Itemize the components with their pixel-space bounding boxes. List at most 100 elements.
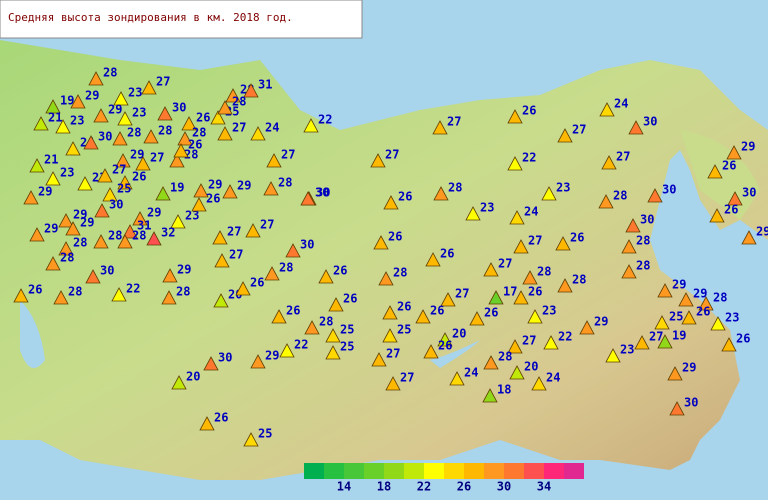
station-marker <box>465 206 481 221</box>
station-marker <box>449 371 465 386</box>
station-label: 27 <box>616 150 630 164</box>
station-label: 27 <box>385 148 399 162</box>
station-label: 20 <box>452 327 466 341</box>
station-label: 26 <box>397 300 411 314</box>
station-label: 20 <box>524 360 538 374</box>
station-label: 28 <box>158 124 172 138</box>
baikal <box>430 340 480 368</box>
station-label: 23 <box>70 114 84 128</box>
legend-tick-label: 14 <box>337 480 351 494</box>
station-label: 29 <box>147 206 161 220</box>
station-marker <box>210 110 226 125</box>
station-marker <box>161 290 177 305</box>
station-marker <box>727 191 743 206</box>
station-marker <box>143 129 159 144</box>
station-label: 21 <box>44 153 58 167</box>
land <box>0 40 768 480</box>
station-label: 19 <box>672 329 686 343</box>
legend-swatch <box>484 463 504 479</box>
station-marker <box>557 278 573 293</box>
station-marker <box>117 175 133 190</box>
station-marker <box>557 128 573 143</box>
station-label: 29 <box>237 179 251 193</box>
station-marker <box>55 119 71 134</box>
station-marker <box>741 230 757 245</box>
station-label: 22 <box>294 338 308 352</box>
station-label: 26 <box>250 276 264 290</box>
station-marker <box>45 256 61 271</box>
station-label: 28 <box>73 236 87 250</box>
station-marker <box>721 337 737 352</box>
station-marker <box>263 181 279 196</box>
station-marker <box>162 268 178 283</box>
station-marker <box>625 218 641 233</box>
stations: 2827192923283121232923302625282430282828… <box>13 66 768 447</box>
station-label: 21 <box>48 111 62 125</box>
station-marker <box>507 109 523 124</box>
legend-tick-label: 26 <box>457 480 471 494</box>
station-marker <box>647 188 663 203</box>
station-label: 29 <box>208 178 222 192</box>
station-marker <box>325 345 341 360</box>
station-marker <box>621 264 637 279</box>
station-marker <box>667 366 683 381</box>
legend-tick-label: 18 <box>377 480 391 494</box>
station-marker <box>513 239 529 254</box>
station-marker <box>113 91 129 106</box>
station-label: 26 <box>28 283 42 297</box>
station-label: 26 <box>388 230 402 244</box>
station-marker <box>373 235 389 250</box>
station-label: 28 <box>232 95 246 109</box>
station-marker <box>70 94 86 109</box>
station-label: 27 <box>150 151 164 165</box>
station-label: 23 <box>60 166 74 180</box>
station-marker <box>726 145 742 160</box>
station-label: 29 <box>741 140 755 154</box>
station-marker <box>657 334 673 349</box>
station-marker <box>146 231 162 246</box>
station-marker <box>29 227 45 242</box>
station-label: 26 <box>528 285 542 299</box>
title-box <box>0 0 363 39</box>
station-marker <box>370 153 386 168</box>
station-marker <box>173 143 189 158</box>
station-label: 26 <box>188 138 202 152</box>
station-label: 28 <box>103 66 117 80</box>
station-label: 28 <box>68 285 82 299</box>
station-marker <box>112 131 128 146</box>
station-label: 27 <box>281 148 295 162</box>
station-label: 27 <box>498 257 512 271</box>
station-marker <box>382 328 398 343</box>
station-label: 26 <box>484 306 498 320</box>
station-marker <box>382 305 398 320</box>
station-label: 28 <box>498 350 512 364</box>
station-marker <box>94 203 110 218</box>
legend-swatch <box>404 463 424 479</box>
station-marker <box>433 186 449 201</box>
station-marker <box>634 335 650 350</box>
station-marker <box>264 266 280 281</box>
station-label: 26 <box>132 170 146 184</box>
station-marker <box>541 186 557 201</box>
station-label: 28 <box>127 126 141 140</box>
station-label: 24 <box>524 205 538 219</box>
station-marker <box>83 135 99 150</box>
station-label: 30 <box>315 186 329 200</box>
station-label: 30 <box>640 213 654 227</box>
legend-swatch <box>544 463 564 479</box>
station-label: 26 <box>398 190 412 204</box>
station-marker <box>598 194 614 209</box>
station-label: 27 <box>229 248 243 262</box>
station-marker <box>678 292 694 307</box>
station-marker <box>193 183 209 198</box>
station-label: 24 <box>614 97 628 111</box>
station-label: 19 <box>60 94 74 108</box>
station-marker <box>488 290 504 305</box>
station-label: 27 <box>447 115 461 129</box>
legend-swatch <box>324 463 344 479</box>
station-marker <box>171 375 187 390</box>
station-label: 26 <box>736 332 750 346</box>
station-marker <box>579 320 595 335</box>
station-marker <box>709 208 725 223</box>
station-label: 31 <box>258 78 272 92</box>
